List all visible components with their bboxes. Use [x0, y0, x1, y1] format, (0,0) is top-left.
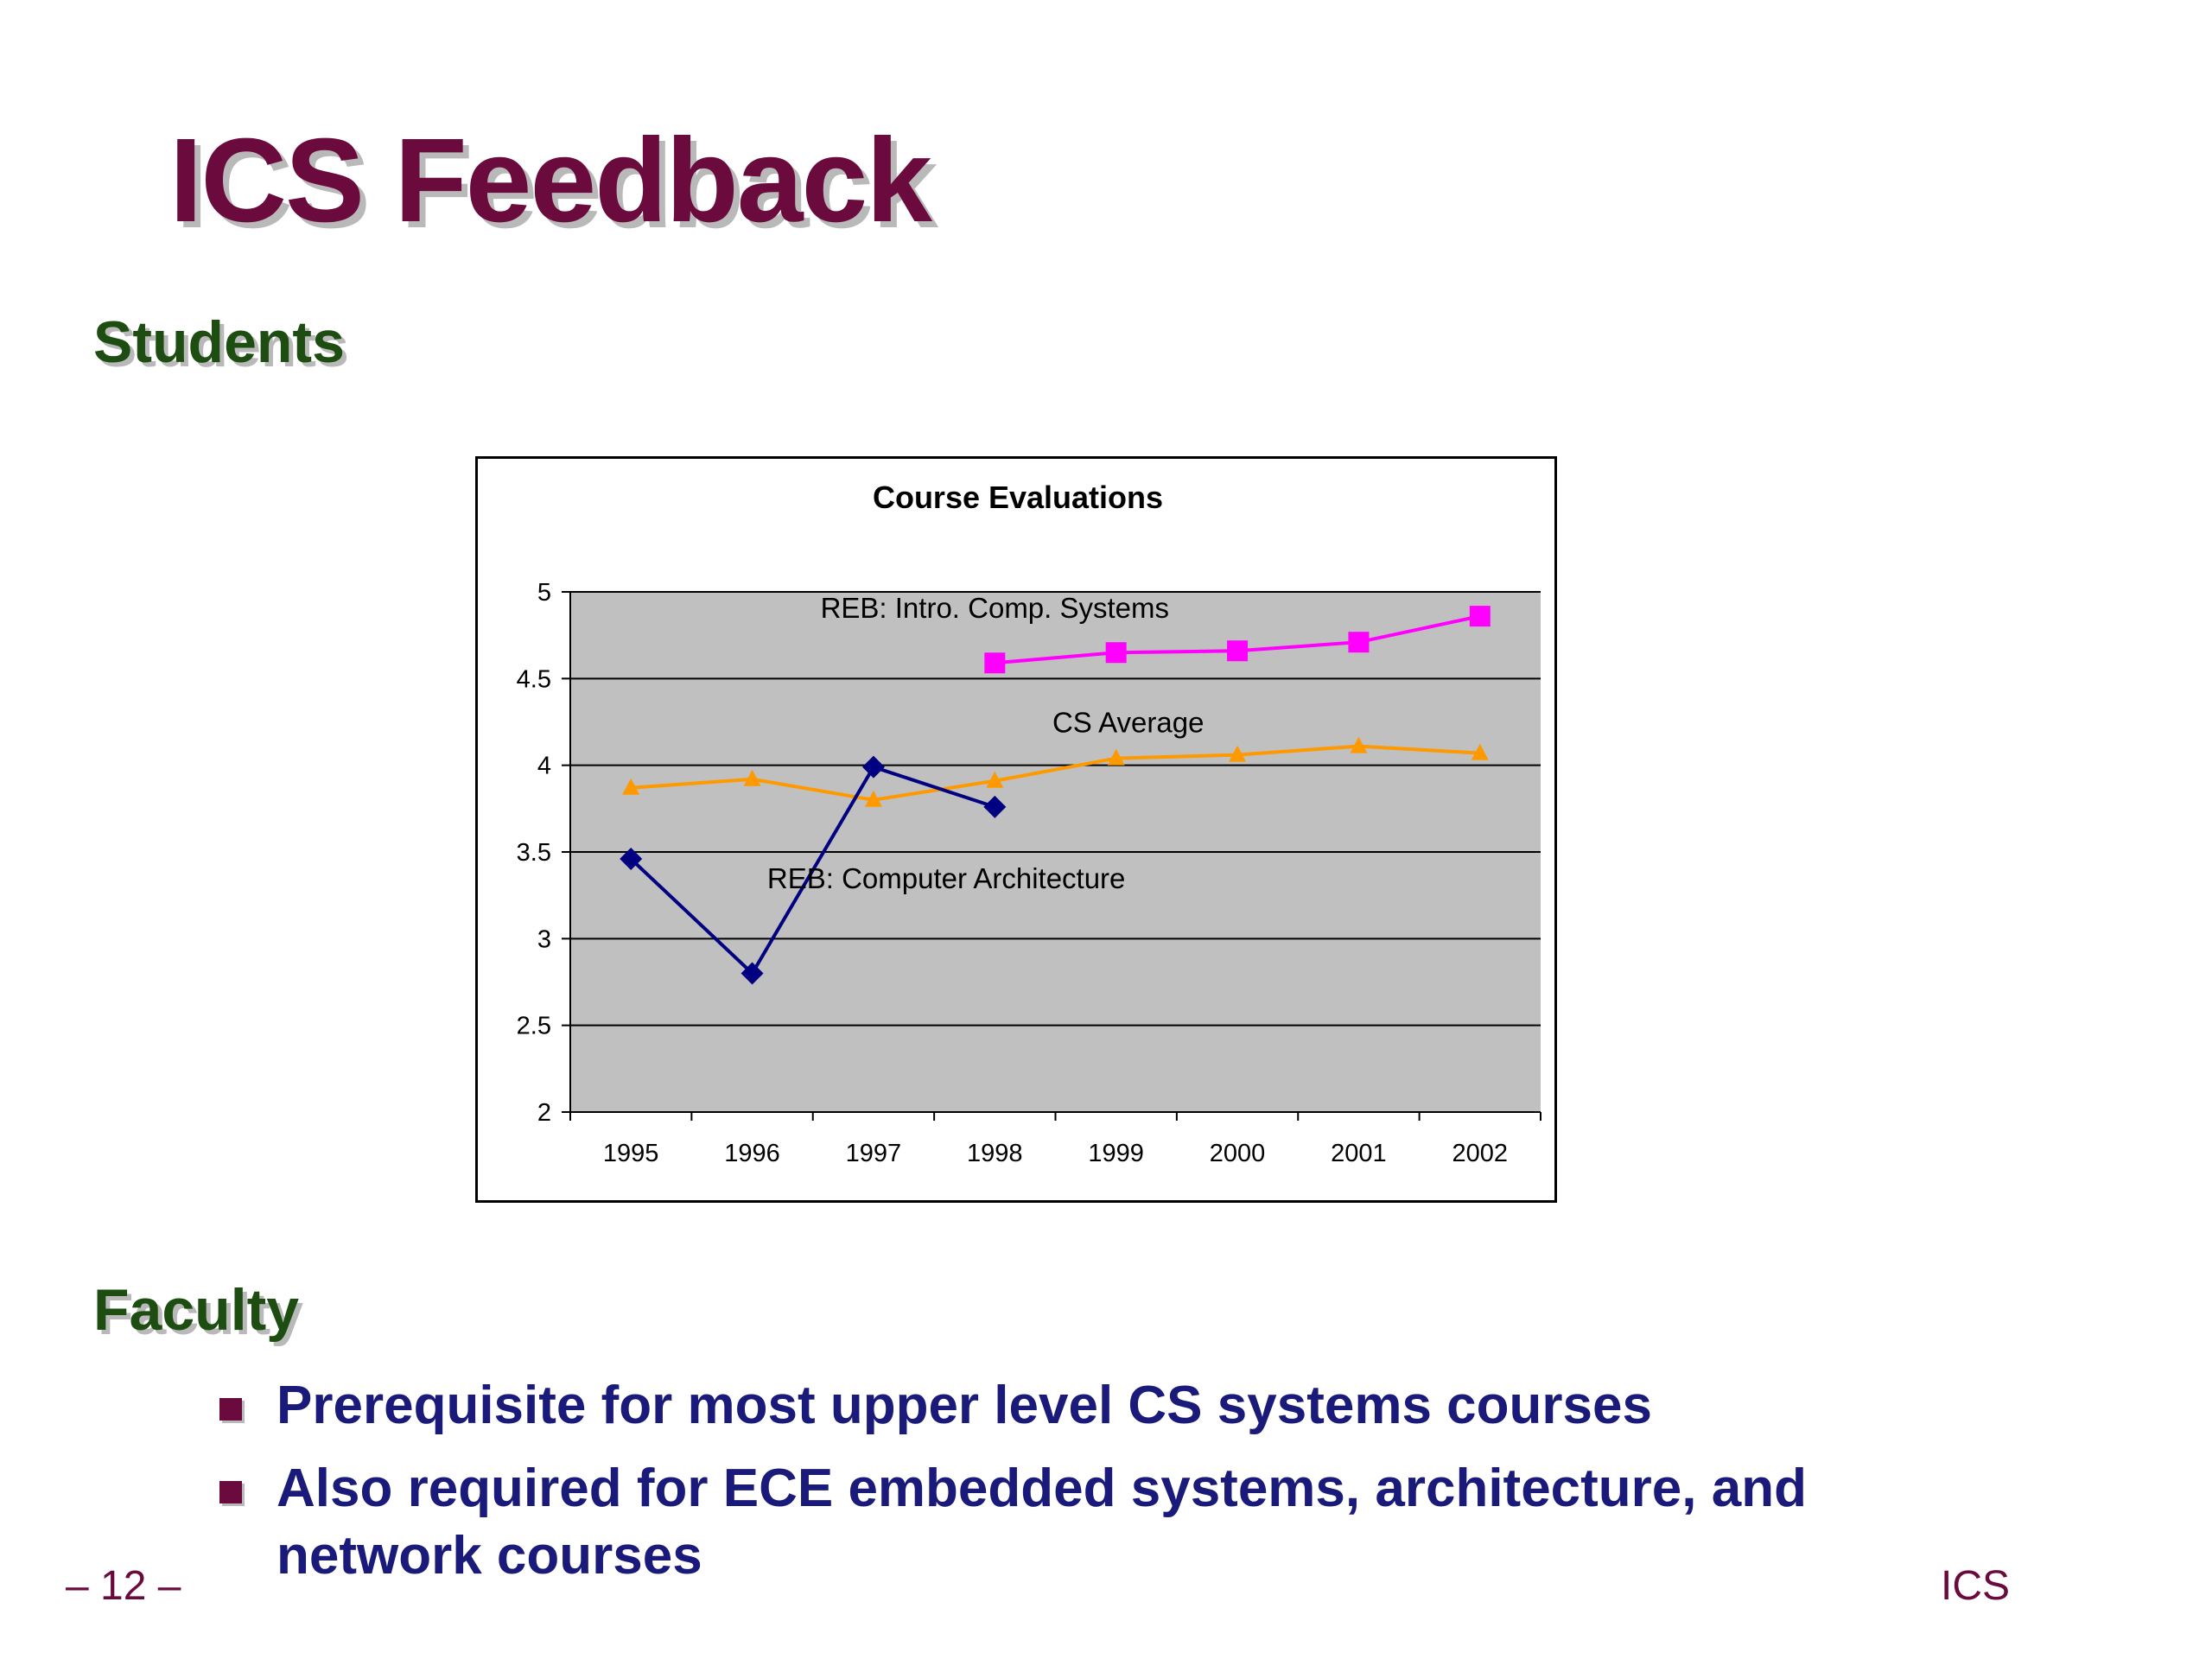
- chart-title: Course Evaluations: [873, 480, 1163, 515]
- page-number: – 12 –: [66, 1563, 181, 1609]
- data-point: [741, 962, 764, 985]
- y-tick-label: 4.5: [517, 665, 551, 693]
- data-point: [861, 755, 885, 779]
- x-tick-label: 2002: [1452, 1140, 1509, 1167]
- slide-title: ICS Feedback: [169, 114, 932, 247]
- data-point: [1105, 642, 1127, 664]
- data-point: [986, 771, 1004, 788]
- data-point: [864, 790, 882, 807]
- faculty-bullet-list: Prerequisite for most upper level CS sys…: [216, 1372, 1944, 1605]
- data-point: [620, 848, 643, 871]
- bullet-text: Also required for ECE embedded systems, …: [276, 1459, 1807, 1586]
- y-tick-label: 5: [537, 579, 551, 607]
- series-label: CS Average: [1052, 707, 1205, 739]
- series-line: [629, 765, 995, 976]
- y-tick-label: 4: [537, 753, 551, 780]
- bullet-item: Also required for ECE embedded systems, …: [216, 1455, 1944, 1590]
- x-tick-label: 1997: [846, 1140, 902, 1167]
- data-point: [1469, 606, 1491, 627]
- data-point: [743, 769, 761, 786]
- x-tick-label: 1995: [603, 1140, 659, 1167]
- data-point: [984, 652, 1006, 674]
- y-tick-label: 2: [537, 1099, 551, 1127]
- square-bullet-icon: [219, 1398, 242, 1421]
- data-point: [1348, 632, 1370, 653]
- bullet-text: Prerequisite for most upper level CS sys…: [276, 1376, 1652, 1435]
- section-heading-faculty: Faculty: [93, 1277, 300, 1343]
- x-tick-label: 1999: [1088, 1140, 1144, 1167]
- data-point: [1471, 743, 1489, 760]
- data-point: [1229, 745, 1247, 762]
- x-tick-label: 1996: [724, 1140, 780, 1167]
- square-bullet-icon: [219, 1481, 242, 1503]
- series-label: REB: Computer Architecture: [767, 862, 1126, 894]
- x-tick-label: 2000: [1210, 1140, 1266, 1167]
- data-point: [983, 795, 1007, 818]
- data-point: [622, 778, 640, 795]
- data-point: [1350, 736, 1368, 753]
- y-tick-label: 2.5: [517, 1013, 551, 1040]
- y-tick-label: 3.5: [517, 839, 551, 867]
- y-tick-label: 3: [537, 925, 551, 953]
- x-tick-label: 2001: [1331, 1140, 1387, 1167]
- section-heading-students: Students: [93, 309, 345, 375]
- data-point: [1227, 640, 1249, 662]
- series-line: [631, 744, 1480, 802]
- chart-svg: Course Evaluations 2 2.5 3 3.5 4 4.5 5 1995 1996 1…: [517, 480, 1541, 1167]
- course-evaluations-chart: Course Evaluations 2 2.5 3 3.5 4 4.5 5 1995 1996 1…: [475, 456, 1557, 1203]
- bullet-item: Prerequisite for most upper level CS sys…: [216, 1372, 1944, 1440]
- data-point: [1107, 748, 1125, 766]
- series-label: REB: Intro. Comp. Systems: [821, 592, 1169, 624]
- x-tick-label: 1998: [967, 1140, 1023, 1167]
- footer-label: ICS: [1941, 1563, 2011, 1609]
